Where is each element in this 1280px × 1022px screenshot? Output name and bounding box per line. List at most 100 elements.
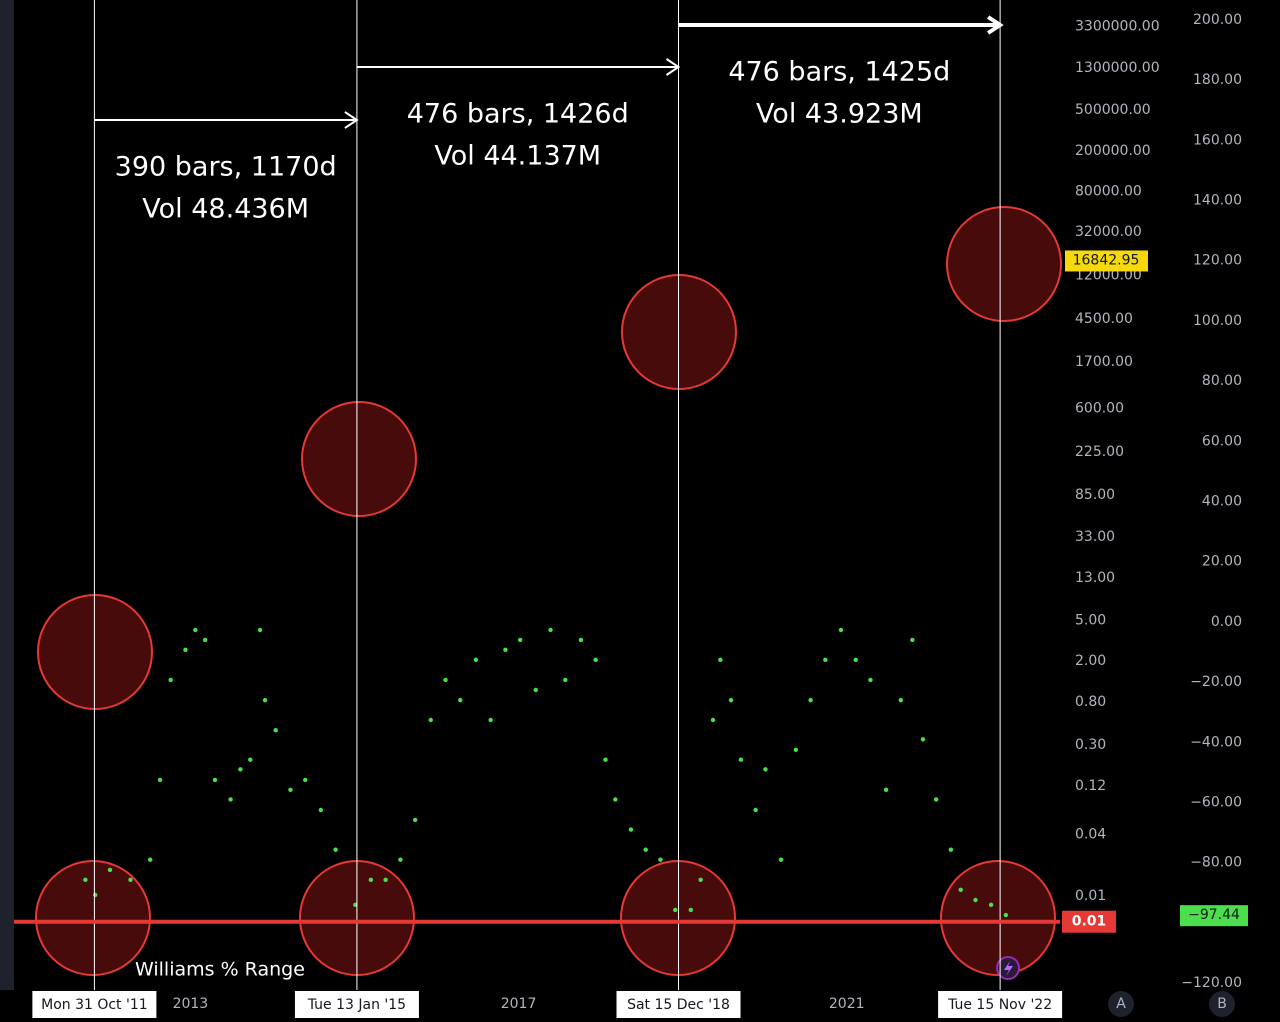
x-tick-label: 2013 xyxy=(173,996,209,1012)
y-tick-label: 1300000.00 xyxy=(1075,60,1160,76)
williams-dot xyxy=(107,867,113,873)
williams-dot xyxy=(793,747,799,752)
y-tick-label: 2.00 xyxy=(1075,653,1106,669)
date-label: Tue 15 Nov '22 xyxy=(947,997,1052,1013)
williams-dot xyxy=(303,777,308,783)
williams-dot xyxy=(517,637,523,643)
williams-dot xyxy=(412,817,418,823)
williams-dot xyxy=(443,677,448,683)
button-b[interactable]: B xyxy=(1217,996,1227,1012)
measure-text: 476 bars, 1425d xyxy=(728,57,950,88)
indicator-name: Williams % Range xyxy=(135,959,305,981)
williams-dot xyxy=(920,737,926,742)
y-tick-label: 600.00 xyxy=(1075,400,1124,416)
williams-dot xyxy=(398,857,403,862)
williams-dot xyxy=(193,627,198,633)
button-a[interactable]: A xyxy=(1116,996,1126,1012)
williams-dot xyxy=(333,847,338,852)
highlight-circle xyxy=(940,860,1056,976)
highlight-circles xyxy=(35,206,1062,976)
williams-dot xyxy=(658,857,663,862)
williams-dot xyxy=(128,877,133,883)
williams-dot xyxy=(808,697,813,703)
williams-dot xyxy=(383,877,388,883)
williams-dot xyxy=(93,892,98,898)
williams-dot xyxy=(262,697,268,703)
button-bg[interactable] xyxy=(1209,991,1235,1017)
williams-dot xyxy=(728,697,734,703)
y-tick-label: 0.04 xyxy=(1075,827,1106,843)
williams-dot xyxy=(248,757,253,762)
williams-dot xyxy=(718,657,723,662)
last-price-bg xyxy=(1065,250,1148,272)
williams-dot xyxy=(183,647,188,653)
y-tick-label: 13.00 xyxy=(1075,570,1115,586)
williams-dot xyxy=(593,657,598,662)
williams-dot xyxy=(958,887,963,892)
y2-tick-label: −60.00 xyxy=(1190,794,1242,810)
measure-text: 390 bars, 1170d xyxy=(115,152,337,183)
williams-dot xyxy=(853,657,858,662)
measure-arrow xyxy=(94,111,359,129)
williams-dot xyxy=(147,857,153,862)
y-tick-label: 3300000.00 xyxy=(1075,19,1160,35)
date-label-bg xyxy=(616,991,741,1018)
highlight-circle xyxy=(301,401,417,517)
williams-dot xyxy=(368,877,374,883)
measure-text: Vol 48.436M xyxy=(142,194,309,225)
williams-dot xyxy=(458,697,463,703)
y2-tick-label: −20.00 xyxy=(1190,674,1242,690)
williams-dot xyxy=(753,807,758,813)
williams-dot xyxy=(503,647,508,653)
williams-dot xyxy=(948,847,954,852)
y2-tick-label: 120.00 xyxy=(1193,253,1242,269)
y2-tick-label: −120.00 xyxy=(1181,975,1242,991)
williams-dot xyxy=(578,637,584,643)
button-bg[interactable] xyxy=(1108,991,1134,1017)
y-tick-label: 1700.00 xyxy=(1075,354,1133,370)
williams-dot xyxy=(228,797,233,802)
y-tick-label: 5.00 xyxy=(1075,613,1106,629)
measure-arrow xyxy=(678,15,1004,35)
side-strip xyxy=(0,0,14,990)
y2-tick-label: 20.00 xyxy=(1202,554,1242,570)
williams-dot xyxy=(710,717,716,723)
last-williams-bg xyxy=(1180,905,1248,927)
williams-dot xyxy=(763,767,768,772)
highlight-circle xyxy=(946,206,1062,322)
highlight-circle xyxy=(35,860,151,976)
y-tick-label: 0.30 xyxy=(1075,737,1106,753)
y-tick-label: 0.80 xyxy=(1075,694,1106,710)
williams-dot xyxy=(838,627,844,633)
date-label: Sat 15 Dec '18 xyxy=(627,997,730,1013)
y-tick-label: 0.12 xyxy=(1075,778,1106,794)
highlight-circle xyxy=(37,594,153,710)
date-label: Mon 31 Oct '11 xyxy=(41,997,148,1013)
y-tick-label: 80000.00 xyxy=(1075,183,1142,199)
measure-arrow xyxy=(356,58,681,76)
williams-dot xyxy=(548,627,553,633)
williams-dot xyxy=(1003,912,1009,918)
williams-dot xyxy=(688,907,694,913)
williams-dot xyxy=(273,728,278,733)
williams-dot xyxy=(883,787,889,793)
y2-tick-label: 100.00 xyxy=(1193,313,1242,329)
williams-dot xyxy=(910,637,915,643)
y-tick-label: 0.01 xyxy=(1075,888,1106,904)
y2-tick-label: 200.00 xyxy=(1193,12,1242,28)
williams-dot xyxy=(202,637,208,643)
date-label-bg xyxy=(938,991,1063,1018)
y-tick-label: 500000.00 xyxy=(1075,102,1151,118)
williams-dot xyxy=(473,657,479,662)
williams-dot xyxy=(823,657,828,662)
williams-dot xyxy=(238,767,243,772)
y2-tick-label: 80.00 xyxy=(1202,373,1242,389)
y-tick-label: 200000.00 xyxy=(1075,143,1151,159)
williams-dot xyxy=(353,902,358,908)
williams-dot xyxy=(212,777,218,783)
williams-dot xyxy=(613,797,618,802)
alert-bolt xyxy=(1004,961,1013,976)
williams-dot xyxy=(868,677,873,683)
